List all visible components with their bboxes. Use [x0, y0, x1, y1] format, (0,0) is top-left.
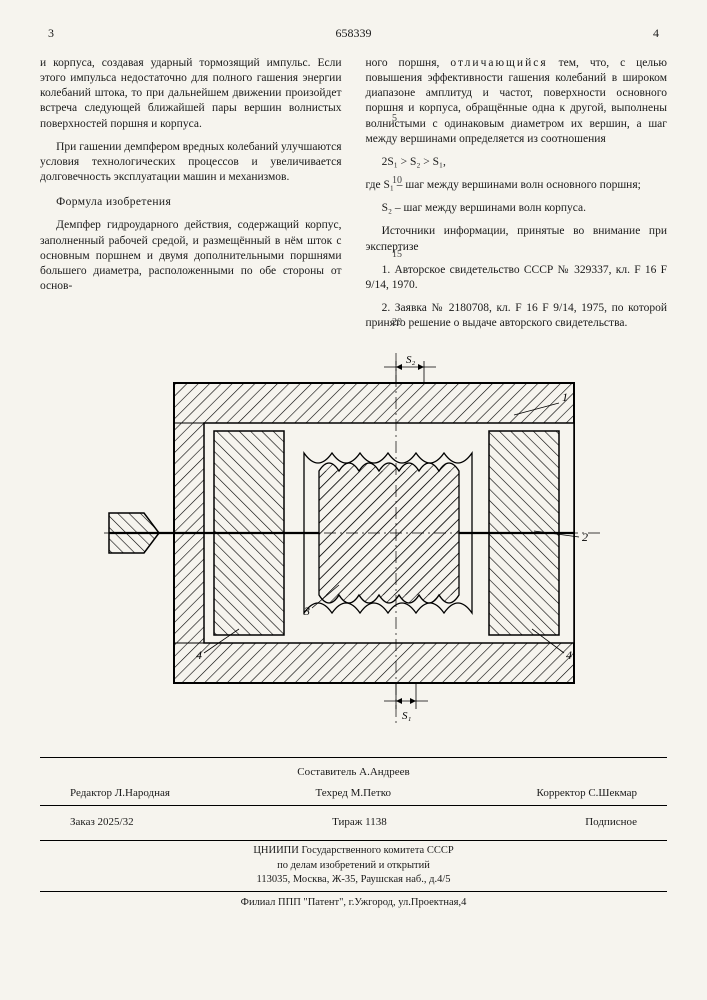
editor: Редактор Л.Народная	[70, 785, 170, 802]
right-column: ного поршня, отличающийся тем, что, с це…	[366, 56, 668, 340]
ref-4-right: 4	[566, 648, 572, 662]
linenum-15: 15	[392, 248, 402, 261]
technical-diagram: S₂ S₁ 1 2 3 4 4	[104, 353, 604, 733]
ref1: 1. Авторское свидетельство СССР № 329337…	[366, 263, 668, 293]
dim-s1: S₁	[402, 710, 412, 722]
ref-4-left: 4	[196, 648, 202, 662]
right-p1: ного поршня, отличающийся тем, что, с це…	[366, 56, 668, 147]
linenum-20: 20	[392, 316, 402, 329]
page-num-right: 4	[653, 26, 659, 42]
linenum-10: 10	[392, 174, 402, 187]
left-column: и корпуса, создавая ударный тормозящий и…	[40, 56, 342, 340]
dim-s2: S₂	[406, 354, 416, 366]
right-p1b: тем, что, с целью повышения эффективност…	[366, 57, 668, 145]
org1: ЦНИИПИ Государственного комитета СССР	[40, 844, 667, 859]
page-header: 3 658339 4	[40, 26, 667, 42]
right-p1-spaced: отличающийся	[450, 57, 547, 69]
corrector: Корректор С.Шекмар	[537, 785, 637, 802]
page-num-left: 3	[48, 26, 54, 42]
left-p2: При гашении демпфером вредных колебаний …	[40, 140, 342, 186]
publisher-block: ЦНИИПИ Государственного комитета СССР по…	[40, 840, 667, 888]
right-p1a: ного поршня,	[366, 57, 451, 69]
tirazh: Тираж 1138	[332, 814, 387, 831]
left-p1: и корпуса, создавая ударный тормозящий и…	[40, 56, 342, 132]
filial: Филиал ППП "Патент", г.Ужгород, ул.Проек…	[40, 891, 667, 911]
techred: Техред М.Петко	[315, 785, 391, 802]
ref2: 2. Заявка № 2180708, кл. F 16 F 9/14, 19…	[366, 301, 668, 331]
compiler: Составитель А.Андреев	[40, 764, 667, 781]
linenum-5: 5	[392, 112, 397, 125]
refs-intro: Источники информации, принятые во вниман…	[366, 224, 668, 254]
order: Заказ 2025/32	[70, 814, 134, 831]
credits-block: Составитель А.Андреев Редактор Л.Народна…	[40, 757, 667, 910]
subscr: Подписное	[585, 814, 637, 831]
ref-3: 3	[303, 604, 310, 618]
addr: 113035, Москва, Ж-35, Раушская наб., д.4…	[40, 873, 667, 888]
ref-1: 1	[562, 390, 568, 404]
doc-number: 658339	[336, 26, 372, 42]
where2: S₂ – шаг между вершинами волн корпуса.	[366, 201, 668, 216]
formula-title: Формула изобретения	[40, 195, 342, 210]
where1: где S₁ – шаг между вершинами волн основн…	[366, 178, 668, 193]
left-p3: Демпфер гидроударного действия, содержащ…	[40, 218, 342, 294]
org2: по делам изобретений и открытий	[40, 859, 667, 874]
relation: 2S₁ > S₂ > S₁,	[366, 155, 668, 170]
text-columns: 5 10 15 20 и корпуса, создавая ударный т…	[40, 56, 667, 340]
ref-2: 2	[582, 530, 588, 544]
